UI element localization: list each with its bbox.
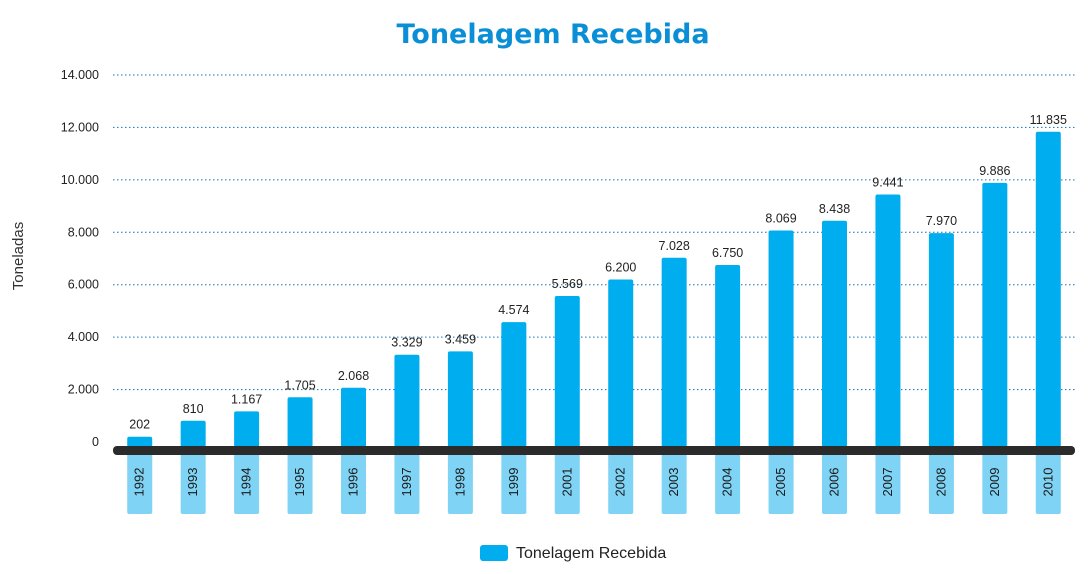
bar <box>447 351 473 447</box>
x-label-box <box>234 451 260 514</box>
value-label: 7.028 <box>659 239 690 253</box>
x-label-box <box>982 451 1008 514</box>
bar <box>875 194 901 447</box>
bar <box>928 233 954 447</box>
x-label-box <box>127 451 153 514</box>
value-label: 9.886 <box>979 164 1010 178</box>
bar <box>822 220 847 447</box>
x-label-box <box>501 451 527 514</box>
value-label: 3.329 <box>391 336 422 350</box>
x-label-box <box>822 451 847 514</box>
x-label-box <box>1035 451 1061 514</box>
x-label-box <box>447 451 473 514</box>
y-tick-label: 2.000 <box>68 383 99 397</box>
value-label: 2.068 <box>338 369 369 383</box>
bar <box>1035 131 1061 448</box>
bar <box>715 265 741 447</box>
x-label-box <box>875 451 901 514</box>
value-label: 810 <box>183 402 204 416</box>
bar <box>341 387 366 447</box>
x-tick-label: 2004 <box>720 468 735 497</box>
x-label-box-layer <box>127 451 1061 514</box>
value-label: 8.438 <box>819 202 850 216</box>
bar <box>287 397 313 447</box>
y-tick-label: 4.000 <box>68 330 99 344</box>
x-tick-label: 1998 <box>452 468 467 497</box>
x-tick-label: 2006 <box>827 468 842 497</box>
x-tick-layer: 1992 1993 1994 1995 1996 1997 1998 1999 2001 2002… <box>132 468 1056 497</box>
bar <box>501 322 527 447</box>
value-label-layer: 202 810 1.167 1.705 2.068 3.329 3.459 4.574 5.56… <box>129 113 1067 432</box>
x-label-box <box>661 451 687 514</box>
x-tick-label: 2007 <box>880 468 895 497</box>
legend-label: Tonelagem Recebida <box>516 545 666 562</box>
x-label-box <box>715 451 741 514</box>
value-label: 6.750 <box>712 246 743 260</box>
bar <box>982 182 1008 447</box>
x-tick-label: 2005 <box>773 468 788 497</box>
legend-swatch <box>480 545 508 561</box>
value-label: 6.200 <box>605 260 636 274</box>
baseline <box>113 446 1075 455</box>
bar <box>394 354 420 447</box>
x-tick-label: 1995 <box>292 468 307 497</box>
chart-title: Tonelagem Recebida <box>396 19 709 50</box>
value-label: 7.970 <box>926 214 957 228</box>
y-tick-label: 10.000 <box>61 173 99 187</box>
value-label: 9.441 <box>872 176 903 190</box>
bar <box>554 296 580 447</box>
value-label: 3.459 <box>445 332 476 346</box>
x-tick-label: 1996 <box>346 468 361 497</box>
x-tick-label: 2002 <box>613 468 628 497</box>
y-tick-label: 0 <box>92 435 99 449</box>
y-tick-label: 14.000 <box>61 68 99 82</box>
value-label: 11.835 <box>1030 113 1067 127</box>
x-label-box <box>287 451 313 514</box>
x-label-box <box>768 451 794 514</box>
bar-layer <box>127 131 1061 448</box>
x-label-box <box>608 451 634 514</box>
x-tick-label: 1993 <box>185 468 200 497</box>
value-label: 5.569 <box>552 277 583 291</box>
y-tick-label: 12.000 <box>61 120 99 134</box>
y-tick-layer: 0 2.000 4.000 6.000 8.000 10.000 12.000 14.000 <box>61 68 99 449</box>
grid-layer <box>113 74 1075 391</box>
bar <box>661 257 687 447</box>
legend: Tonelagem Recebida <box>480 545 666 562</box>
x-tick-label: 2008 <box>933 468 948 497</box>
x-label-box <box>554 451 580 514</box>
value-label: 1.167 <box>231 392 262 406</box>
y-tick-label: 6.000 <box>68 278 99 292</box>
x-label-box <box>180 451 206 514</box>
bar <box>127 436 153 447</box>
bar <box>608 279 634 447</box>
x-tick-label: 1994 <box>239 468 254 497</box>
x-label-box <box>341 451 366 514</box>
x-tick-label: 1999 <box>506 468 521 497</box>
y-axis-label: Toneladas <box>10 222 27 290</box>
x-label-box <box>928 451 954 514</box>
value-label: 202 <box>129 418 150 432</box>
value-label: 4.574 <box>498 303 529 317</box>
bar <box>768 230 794 447</box>
value-label: 8.069 <box>765 211 796 225</box>
x-tick-label: 2001 <box>559 468 574 497</box>
x-label-box <box>394 451 420 514</box>
y-tick-label: 8.000 <box>68 225 99 239</box>
value-label: 1.705 <box>284 378 315 392</box>
x-tick-label: 2009 <box>987 468 1002 497</box>
x-tick-label: 2010 <box>1040 468 1055 497</box>
bar <box>180 420 206 447</box>
bar <box>234 411 260 447</box>
x-tick-label: 1992 <box>132 468 147 497</box>
x-tick-label: 2003 <box>666 468 681 497</box>
x-tick-label: 1997 <box>399 468 414 497</box>
